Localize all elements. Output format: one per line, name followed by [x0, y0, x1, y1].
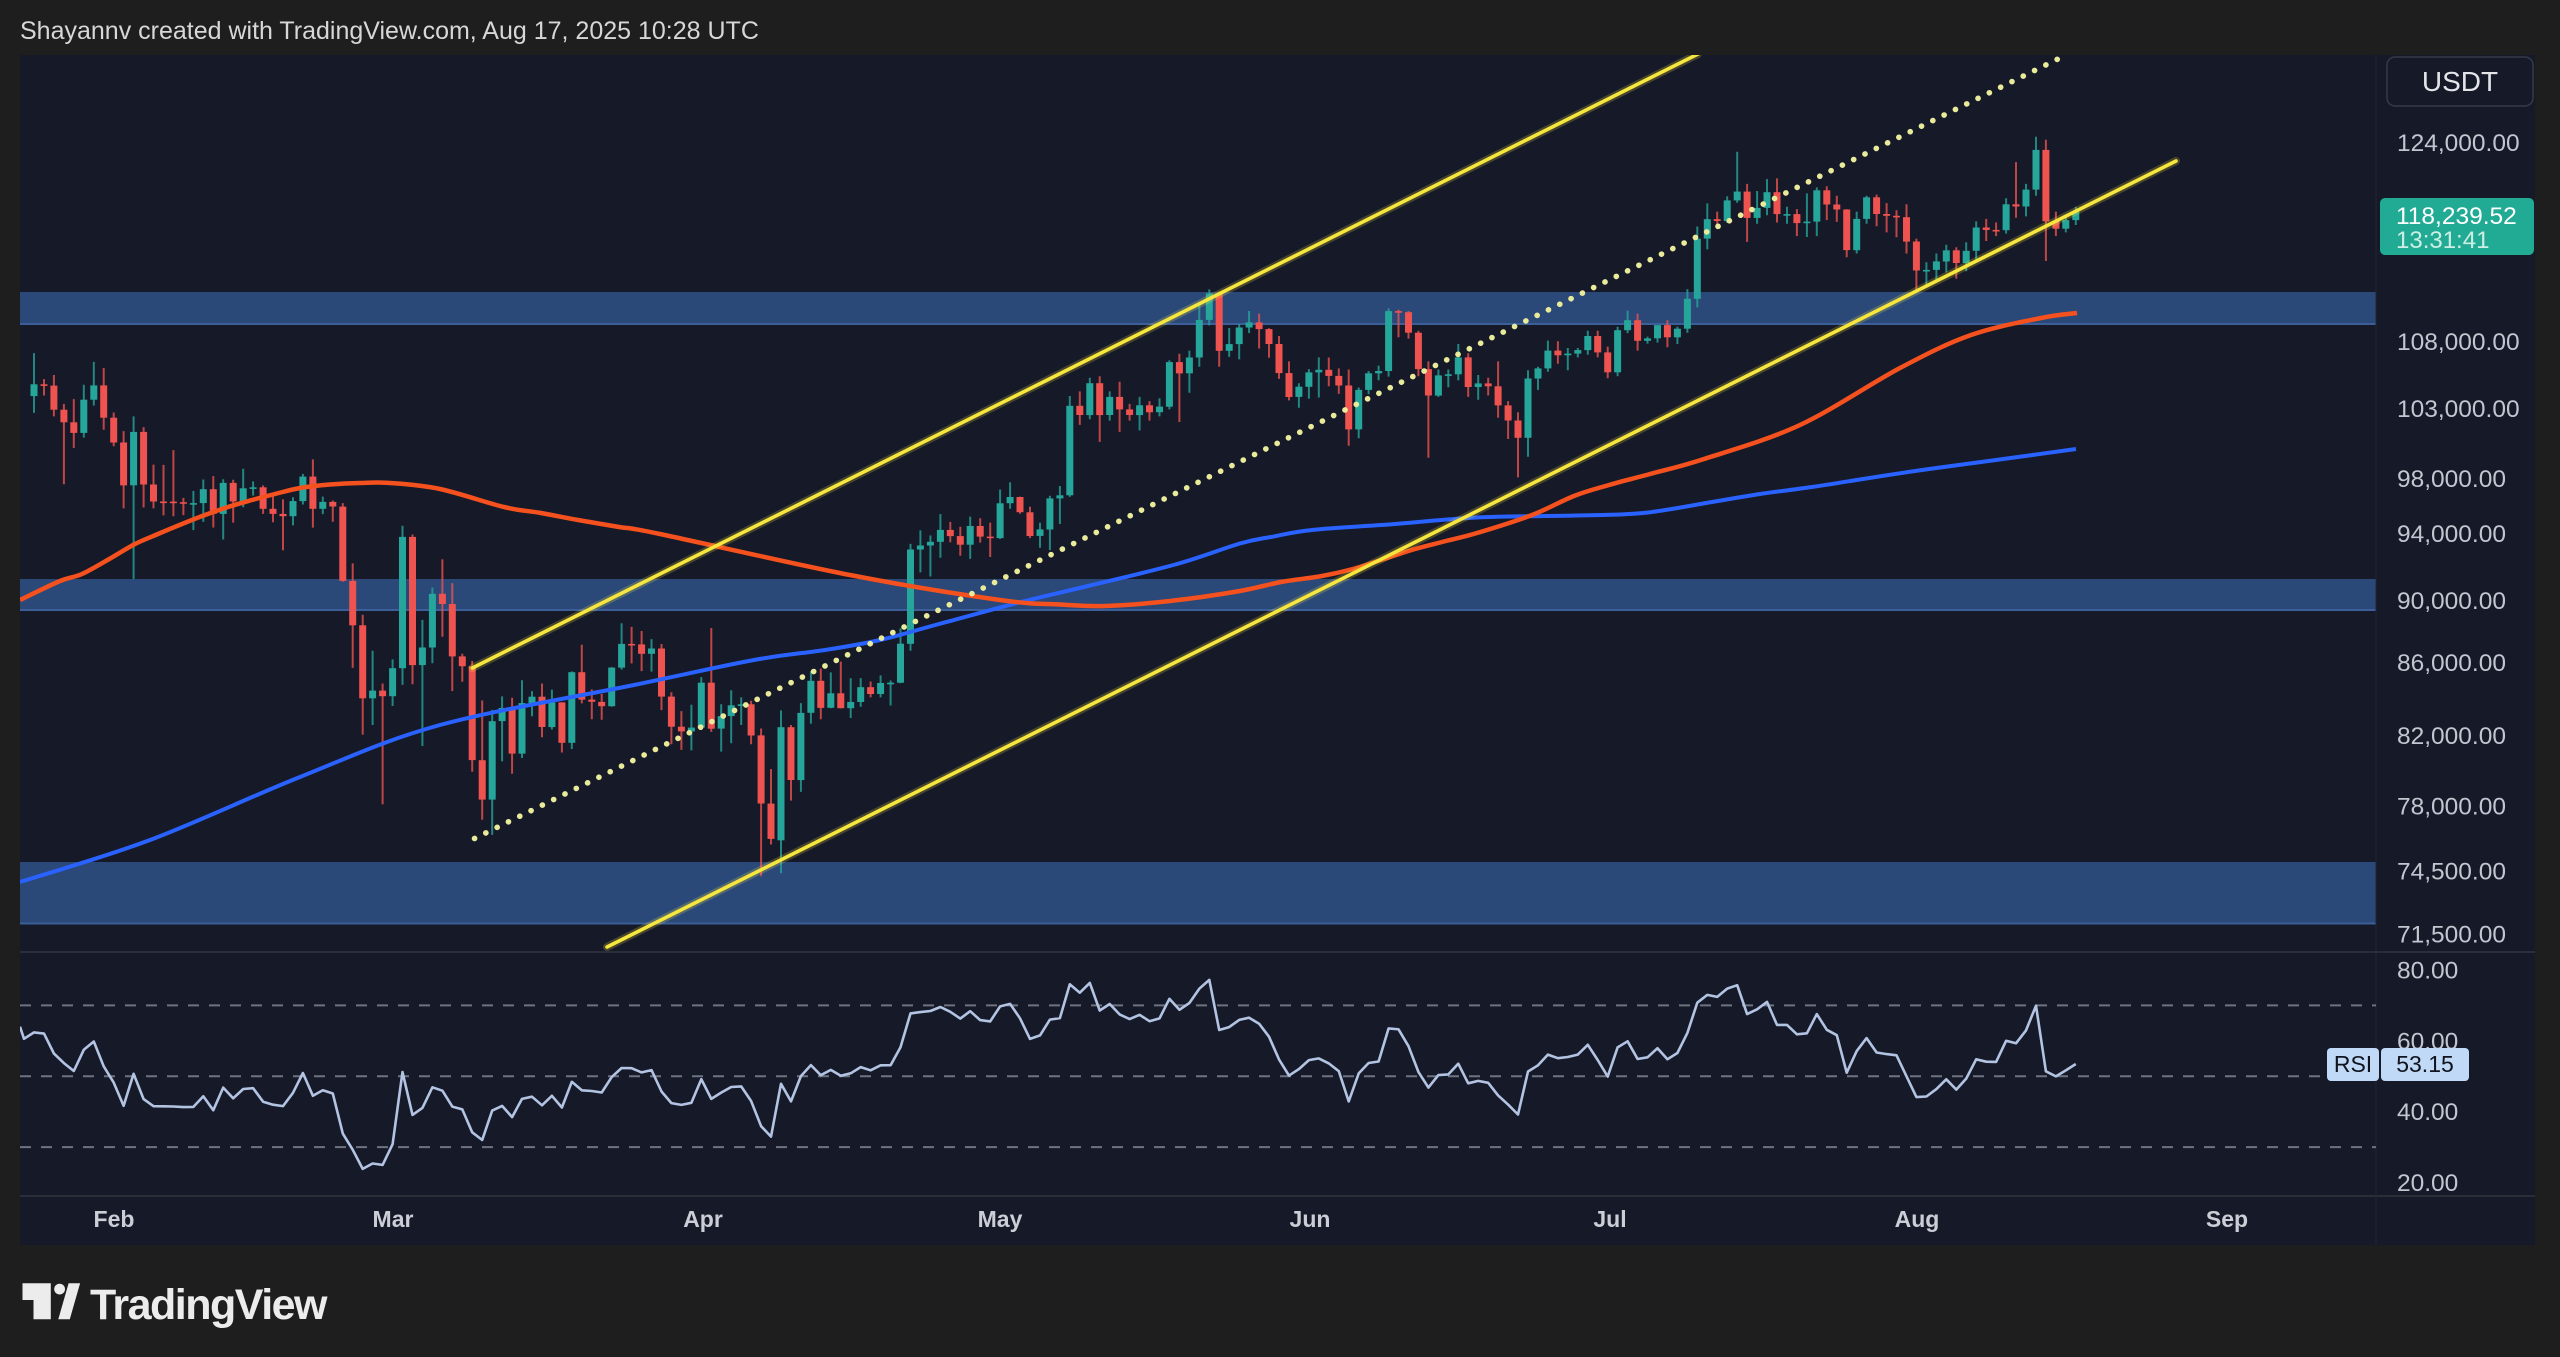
svg-text:Jul: Jul: [1593, 1206, 1626, 1232]
svg-text:90,000.00: 90,000.00: [2397, 588, 2506, 615]
svg-text:124,000.00: 124,000.00: [2397, 130, 2520, 157]
svg-text:May: May: [978, 1206, 1023, 1232]
svg-text:20.00: 20.00: [2397, 1170, 2458, 1197]
svg-text:Feb: Feb: [94, 1206, 135, 1232]
svg-text:86,000.00: 86,000.00: [2397, 650, 2506, 677]
svg-text:USDT: USDT: [2422, 66, 2498, 97]
svg-text:78,000.00: 78,000.00: [2397, 793, 2506, 820]
svg-text:71,500.00: 71,500.00: [2397, 922, 2506, 949]
svg-text:98,000.00: 98,000.00: [2397, 466, 2506, 493]
svg-text:Jun: Jun: [1290, 1206, 1331, 1232]
svg-text:RSI: RSI: [2334, 1051, 2372, 1077]
svg-text:53.15: 53.15: [2396, 1051, 2454, 1077]
svg-text:40.00: 40.00: [2397, 1099, 2458, 1126]
svg-text:94,000.00: 94,000.00: [2397, 521, 2506, 548]
svg-text:TradingView: TradingView: [90, 1281, 328, 1329]
svg-text:Shayannv created with TradingV: Shayannv created with TradingView.com, A…: [20, 17, 759, 45]
svg-text:Apr: Apr: [683, 1206, 723, 1232]
svg-text:108,000.00: 108,000.00: [2397, 329, 2520, 356]
svg-text:74,500.00: 74,500.00: [2397, 859, 2506, 886]
svg-text:Aug: Aug: [1895, 1206, 1940, 1232]
svg-text:Sep: Sep: [2206, 1206, 2248, 1232]
svg-text:13:31:41: 13:31:41: [2396, 227, 2489, 254]
svg-text:82,000.00: 82,000.00: [2397, 723, 2506, 750]
svg-text:80.00: 80.00: [2397, 958, 2458, 985]
svg-text:118,239.52: 118,239.52: [2396, 203, 2517, 230]
svg-text:103,000.00: 103,000.00: [2397, 396, 2520, 423]
svg-text:Mar: Mar: [373, 1206, 414, 1232]
